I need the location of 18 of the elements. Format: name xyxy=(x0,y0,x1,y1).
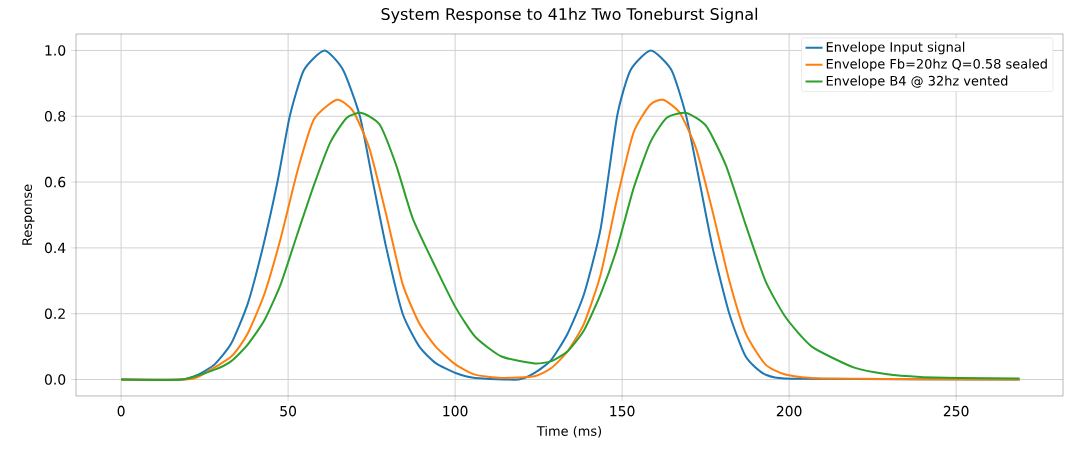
y-tick-label: 0.4 xyxy=(44,242,66,254)
y-tick-label: 0.0 xyxy=(44,374,66,385)
x-tick-label: 0 xyxy=(117,405,125,417)
legend-label: Envelope Fb=20hz Q=0.58 sealed xyxy=(826,58,1047,72)
y-tick-label: 1.0 xyxy=(45,45,66,56)
x-tick-label: 100 xyxy=(443,405,468,417)
y-tick-label: 0.2 xyxy=(44,308,65,319)
legend-label: Envelope Input signal xyxy=(826,41,965,55)
legend-label: Envelope B4 @ 32hz vented xyxy=(826,75,1008,89)
y-axis-title: Response xyxy=(22,184,35,245)
x-tick-label: 200 xyxy=(776,405,802,417)
x-tick-label: 50 xyxy=(280,405,297,417)
x-axis-title: Time (ms) xyxy=(536,425,602,438)
x-tick-label: 250 xyxy=(943,405,969,417)
x-tick-label: 150 xyxy=(610,405,635,417)
y-tick-label: 0.8 xyxy=(44,110,66,122)
chart-title: System Response to 41hz Two Toneburst Signal xyxy=(381,7,758,24)
y-tick-label: 0.6 xyxy=(44,176,66,188)
